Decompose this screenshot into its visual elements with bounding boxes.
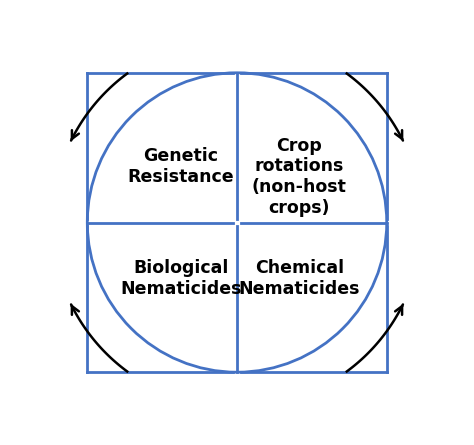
Text: Biological
Nematicides: Biological Nematicides bbox=[120, 259, 242, 298]
Text: Chemical
Nematicides: Chemical Nematicides bbox=[238, 259, 360, 298]
Text: Crop
rotations
(non-host
crops): Crop rotations (non-host crops) bbox=[252, 137, 347, 217]
Text: Genetic
Resistance: Genetic Resistance bbox=[128, 147, 234, 186]
